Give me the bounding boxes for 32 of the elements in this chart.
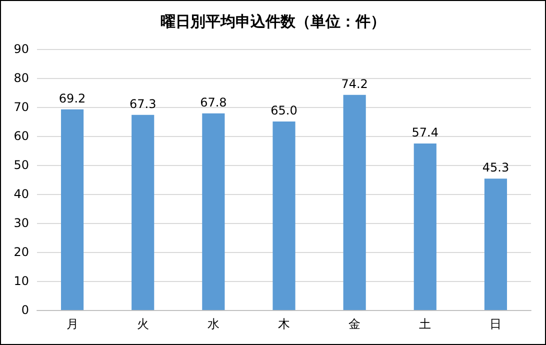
x-tick-label: 金 [348, 317, 361, 331]
y-tick-label: 60 [14, 129, 29, 143]
y-tick-label: 30 [14, 216, 29, 230]
data-label: 69.2 [58, 91, 86, 106]
y-tick-label: 20 [14, 245, 29, 259]
data-label: 45.3 [482, 160, 510, 175]
y-tick-label: 90 [14, 42, 29, 56]
data-label: 67.8 [200, 95, 227, 110]
bar [132, 114, 154, 310]
x-tick-label: 月 [66, 317, 78, 331]
x-tick-label: 水 [207, 317, 220, 331]
x-tick-label: 土 [419, 317, 432, 331]
y-tick-label: 10 [14, 274, 29, 288]
bar [343, 94, 366, 310]
x-tick-label: 日 [490, 317, 502, 331]
chart-title: 曜日別平均申込件数（単位：件） [160, 12, 386, 30]
bar [272, 122, 296, 310]
y-tick-label: 0 [21, 303, 29, 317]
bar [202, 113, 225, 310]
y-tick-label: 70 [14, 100, 29, 114]
y-tick-label: 80 [14, 71, 29, 85]
data-label: 74.2 [341, 76, 368, 91]
x-tick-label: 火 [136, 317, 149, 331]
bar [414, 144, 436, 310]
y-tick-label: 50 [14, 158, 29, 172]
y-tick-label: 40 [14, 187, 29, 201]
data-label: 65.0 [270, 104, 298, 118]
data-label: 57.4 [412, 126, 438, 140]
bar [484, 178, 508, 310]
x-tick-label: 木 [278, 317, 290, 331]
data-label: 67.3 [130, 96, 156, 111]
bar [60, 109, 84, 310]
